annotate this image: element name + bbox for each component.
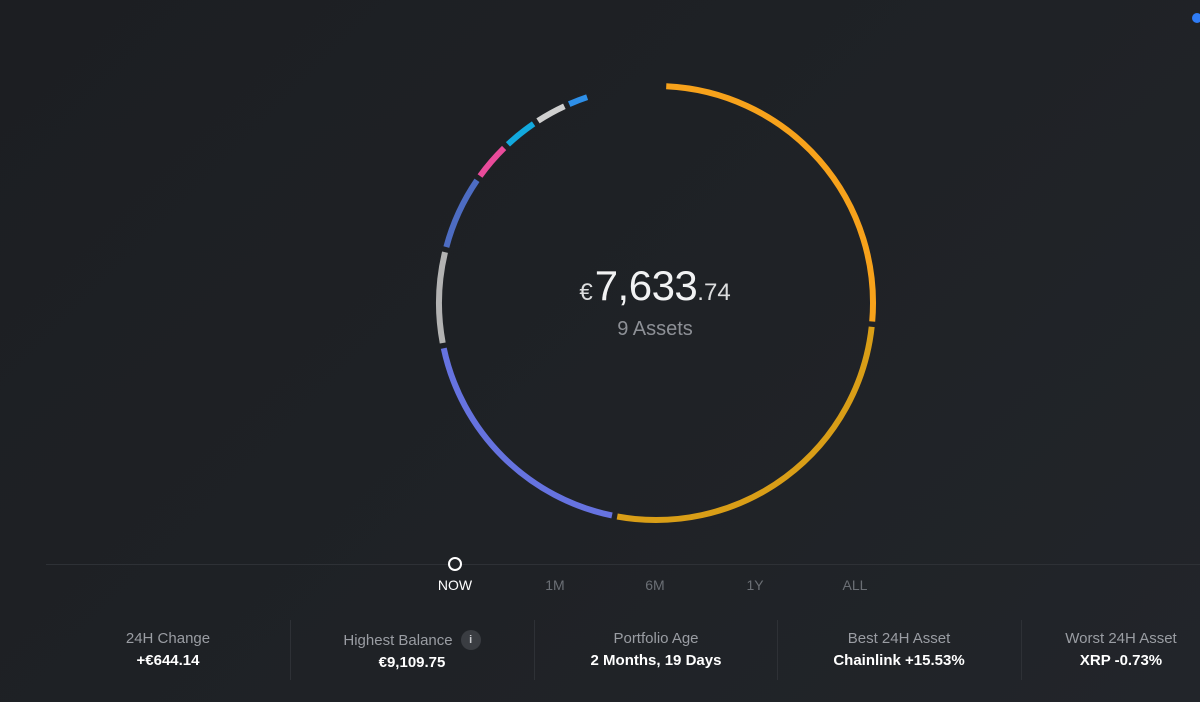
stat-worst-asset: Worst 24H Asset XRP -0.73%: [971, 620, 1200, 680]
assets-count: 9 Assets: [617, 318, 693, 340]
balance-summary: € 7,633 .74 9 Assets: [455, 262, 855, 341]
stat-value: Chainlink +15.53%: [833, 652, 965, 669]
allocation-segment-2[interactable]: [616, 326, 875, 523]
stat-label: Highest Balance: [343, 631, 453, 649]
balance-currency: €: [579, 279, 593, 306]
status-dot: [1192, 13, 1200, 23]
range-tab-1y[interactable]: 1Y: [746, 577, 764, 593]
stat-divider: [290, 620, 291, 680]
timeline-track: [46, 564, 1200, 565]
allocation-segment-7[interactable]: [505, 121, 536, 147]
stat-best-asset: Best 24H Asset Chainlink +15.53%: [777, 620, 1021, 680]
allocation-segment-8[interactable]: [536, 103, 566, 124]
stat-label: Worst 24H Asset: [1065, 630, 1177, 647]
stat-divider: [534, 620, 535, 680]
stat-value: 2 Months, 19 Days: [590, 652, 722, 669]
stat-24h-change: 24H Change +€644.14: [46, 620, 290, 680]
stat-label: Best 24H Asset: [847, 630, 951, 647]
stat-divider: [777, 620, 778, 680]
balance-whole: 7,633: [594, 262, 698, 309]
stat-value: XRP -0.73%: [1079, 652, 1163, 669]
allocation-segment-5[interactable]: [443, 178, 480, 248]
allocation-chart: € 7,633 .74 9 Assets: [436, 83, 876, 523]
allocation-segment-3[interactable]: [440, 347, 613, 519]
stat-value: +€644.14: [136, 652, 200, 669]
stat-divider: [1021, 620, 1022, 680]
range-tab-now[interactable]: NOW: [437, 577, 473, 593]
info-icon[interactable]: i: [460, 630, 481, 650]
allocation-segment-1[interactable]: [666, 83, 876, 322]
range-tab-all[interactable]: ALL: [842, 577, 868, 593]
allocation-segment-6[interactable]: [477, 145, 507, 178]
timeline-now-marker[interactable]: [448, 557, 462, 571]
stat-label: 24H Change: [125, 630, 211, 647]
allocation-segment-9[interactable]: [567, 94, 589, 107]
stat-portfolio-age: Portfolio Age 2 Months, 19 Days: [534, 620, 778, 680]
range-tab-6m[interactable]: 6M: [645, 577, 665, 593]
stat-value: €9,109.75: [378, 654, 446, 671]
total-balance: € 7,633 .74: [579, 262, 730, 310]
stat-label: Portfolio Age: [613, 630, 699, 647]
allocation-donut-svg: [436, 83, 876, 523]
stat-label-row: Highest Balance i: [343, 630, 481, 650]
range-tab-1m[interactable]: 1M: [545, 577, 565, 593]
stats-bar: 24H Change +€644.14 Highest Balance i €9…: [46, 620, 1200, 680]
allocation-segment-4[interactable]: [436, 251, 448, 344]
stat-highest-balance: Highest Balance i €9,109.75: [290, 620, 534, 680]
balance-cents: .74: [697, 279, 731, 306]
